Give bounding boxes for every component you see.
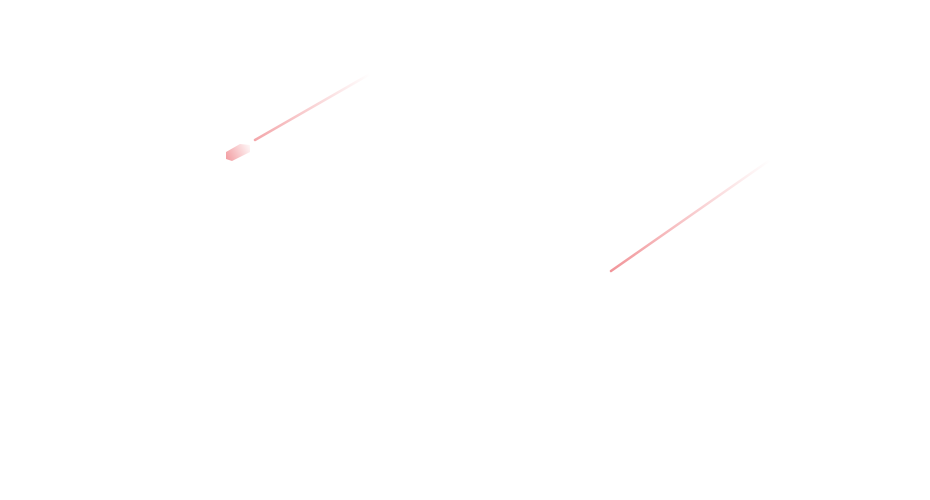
shooting-streak-left (226, 72, 372, 161)
shooting-streak-right (609, 158, 772, 273)
meteor-head (226, 144, 250, 161)
streak-tail (253, 72, 372, 142)
streak-tail (609, 158, 772, 273)
